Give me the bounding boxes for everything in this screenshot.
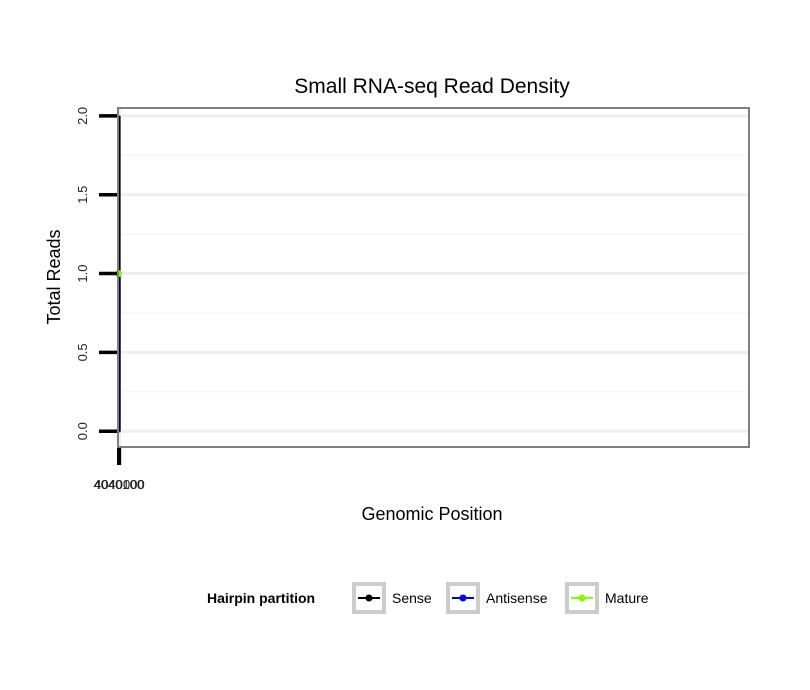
y-tick-label: 2.0 [75,107,90,125]
y-tick-label: 0.0 [75,422,90,440]
y-axis-ticks: 0.0 0.5 1.0 1.5 2.0 [75,107,117,440]
legend: Hairpin partition Sense Antisense Mature [207,582,649,614]
legend-label-antisense: Antisense [486,590,548,606]
chart-title: Small RNA-seq Read Density [294,75,570,98]
y-tick-label: 1.5 [75,186,90,204]
legend-key-point [578,594,586,602]
legend-label-mature: Mature [605,590,649,606]
plot-border [117,107,750,448]
legend-title: Hairpin partition [207,590,315,606]
legend-key-point [459,594,467,602]
y-tick-label: 1.0 [75,265,90,283]
legend-key-point [365,594,373,602]
x-tick-label: 4040000 [94,477,145,492]
y-axis-title: Total Reads [44,229,64,324]
y-tick-label: 0.5 [75,343,90,361]
x-tick-label: 4040100 [93,477,144,492]
plot-panel [118,108,749,447]
legend-label-sense: Sense [392,590,432,606]
x-axis-title: Genomic Position [361,504,502,524]
